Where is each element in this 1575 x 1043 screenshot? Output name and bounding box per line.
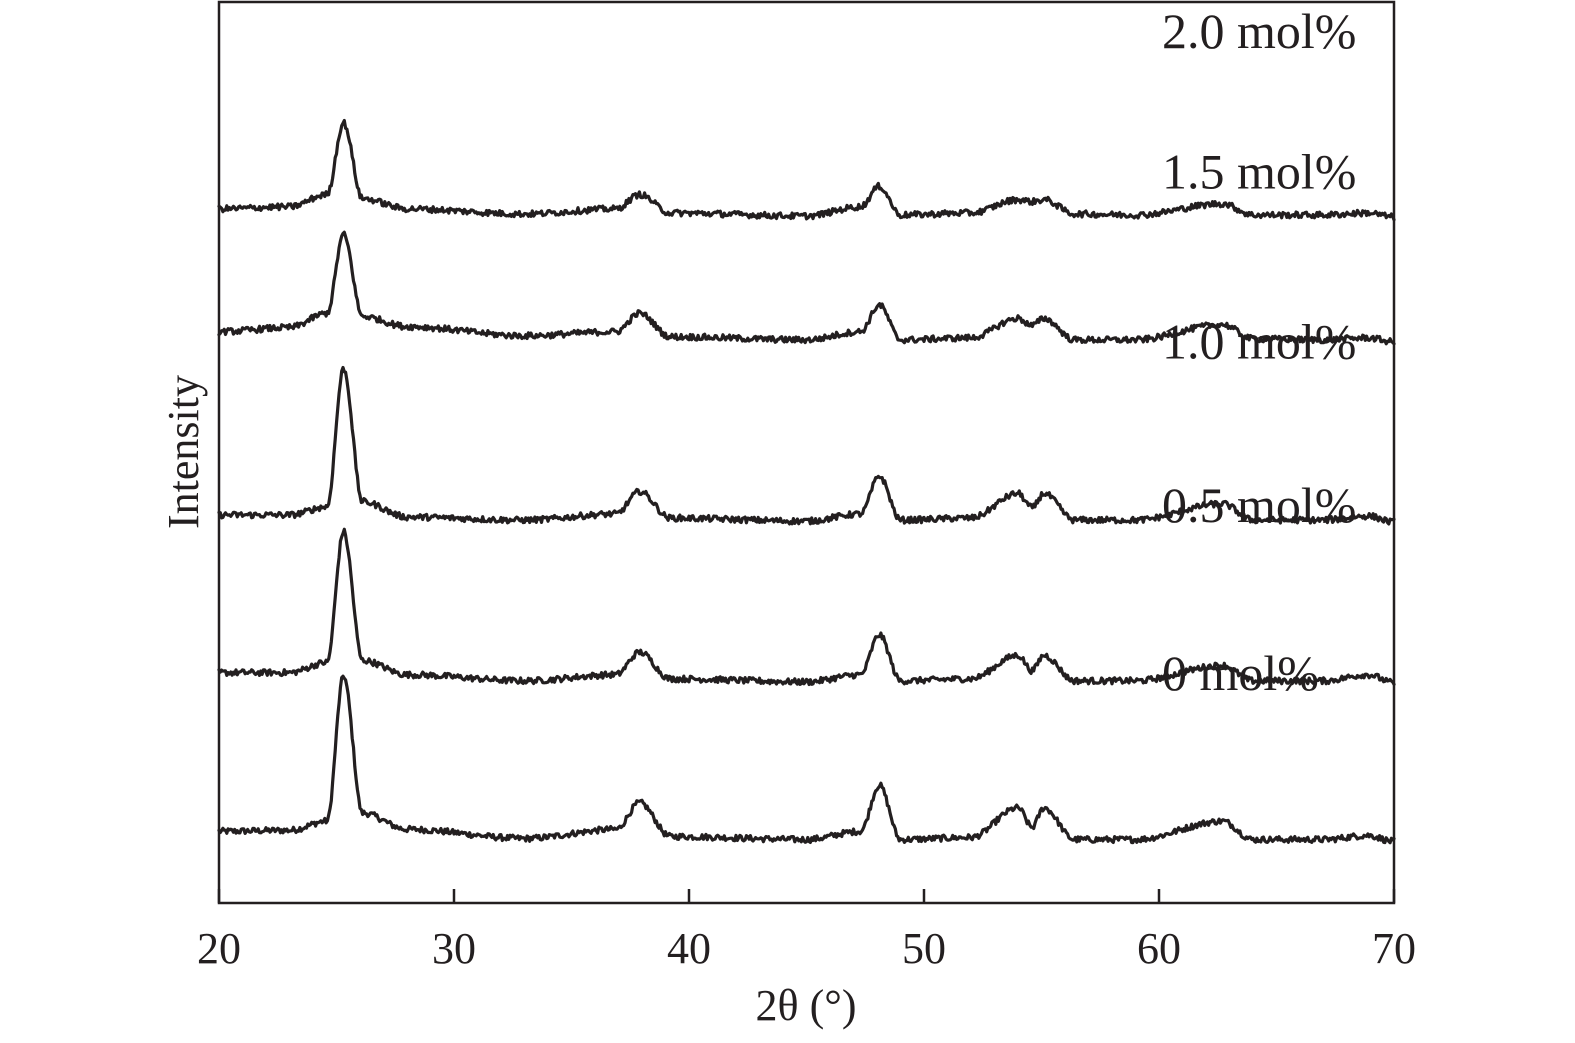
series-line bbox=[217, 527, 1396, 687]
series-label: 1.0 mol% bbox=[1162, 313, 1356, 369]
series-line bbox=[217, 674, 1396, 845]
x-axis-ticks bbox=[217, 889, 1396, 903]
series-line bbox=[217, 118, 1396, 222]
series-label: 1.5 mol% bbox=[1162, 143, 1356, 199]
plot-frame bbox=[217, 0, 1396, 905]
x-axis-tick-labels: 20 30 40 50 60 70 bbox=[197, 924, 1416, 973]
series-label: 0 mol% bbox=[1162, 645, 1319, 701]
x-tick-label: 60 bbox=[1137, 924, 1181, 973]
series-label: 2.0 mol% bbox=[1162, 3, 1356, 59]
series-label: 0.5 mol% bbox=[1162, 477, 1356, 533]
series-line bbox=[217, 365, 1396, 526]
series-lines bbox=[217, 118, 1396, 845]
x-tick-label: 20 bbox=[197, 924, 241, 973]
x-tick-label: 30 bbox=[432, 924, 476, 973]
x-tick-label: 40 bbox=[667, 924, 711, 973]
x-axis-label: 2θ (°) bbox=[756, 981, 857, 1030]
series-labels: 0 mol% 0.5 mol% 1.0 mol% 1.5 mol% 2.0 mol% bbox=[1162, 3, 1356, 701]
series-line bbox=[217, 230, 1396, 346]
x-tick-label: 70 bbox=[1372, 924, 1416, 973]
y-axis-label: Intensity bbox=[159, 375, 208, 529]
x-tick-label: 50 bbox=[902, 924, 946, 973]
